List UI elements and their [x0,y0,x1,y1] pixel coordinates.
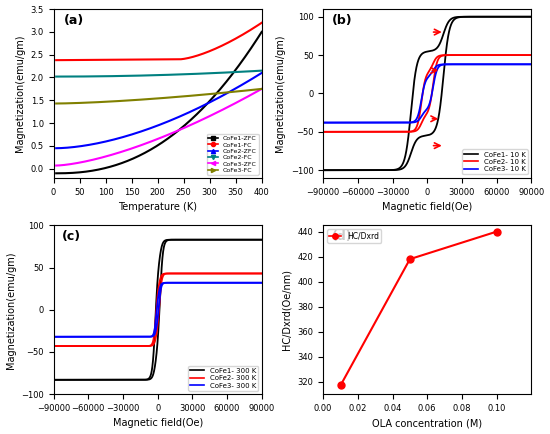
Y-axis label: Magnetization(emu/gm): Magnetization(emu/gm) [6,251,15,368]
Text: (d): (d) [332,230,352,243]
Text: (c): (c) [62,230,81,243]
X-axis label: Magnetic field(Oe): Magnetic field(Oe) [113,418,203,428]
Legend: CoFe1- 300 K, CoFe2- 300 K, CoFe3- 300 K: CoFe1- 300 K, CoFe2- 300 K, CoFe3- 300 K [188,366,258,391]
X-axis label: Temperature (K): Temperature (K) [118,202,197,212]
X-axis label: OLA concentration (M): OLA concentration (M) [372,418,482,428]
Y-axis label: Magnetization(emu/gm): Magnetization(emu/gm) [275,35,285,152]
Text: (a): (a) [64,14,84,27]
Text: (b): (b) [332,14,352,27]
Y-axis label: HC/Dxrd(Oe/nm): HC/Dxrd(Oe/nm) [282,269,292,350]
Y-axis label: Magnetization(emu/gm): Magnetization(emu/gm) [15,35,25,152]
Legend: HC/Dxrd: HC/Dxrd [327,229,381,243]
Legend: CoFe1-ZFC, CoFe1-FC, CoFe2-ZFC, CoFe2-FC, CoFe3-ZFC, CoFe3-FC: CoFe1-ZFC, CoFe1-FC, CoFe2-ZFC, CoFe2-FC… [207,134,258,175]
X-axis label: Magnetic field(Oe): Magnetic field(Oe) [382,202,472,212]
Legend: CoFe1- 10 K, CoFe2- 10 K, CoFe3- 10 K: CoFe1- 10 K, CoFe2- 10 K, CoFe3- 10 K [463,149,528,174]
